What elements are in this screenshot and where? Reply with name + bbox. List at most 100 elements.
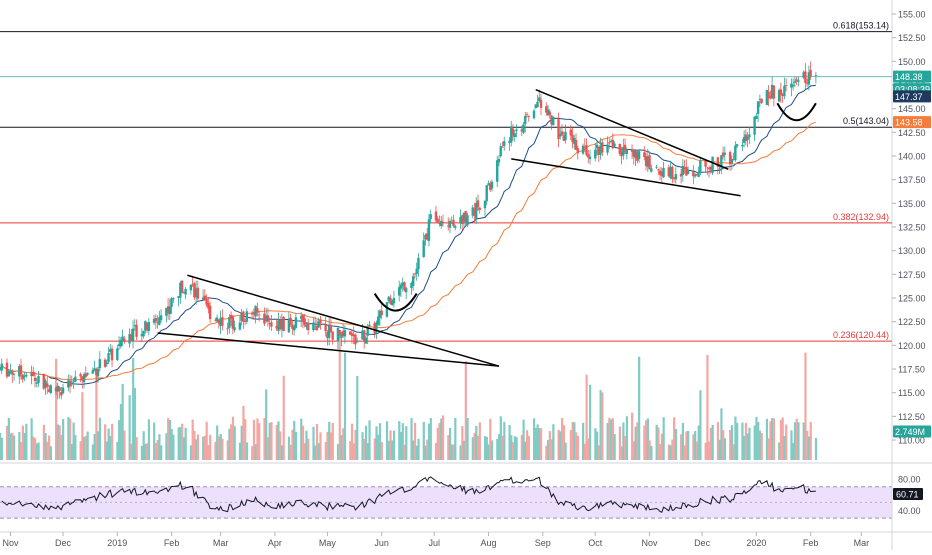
candle-body (429, 214, 432, 219)
volume-bar (30, 418, 33, 460)
pattern-trendline[interactable] (511, 158, 741, 197)
volume-bar (606, 423, 609, 460)
candle-body (208, 305, 212, 320)
candle-body (462, 212, 466, 222)
volume-bar (513, 436, 516, 460)
candle-body (245, 311, 249, 322)
candle-body (564, 131, 567, 141)
candle-body (368, 324, 371, 327)
volume-bar (58, 425, 61, 460)
volume-bar (422, 421, 425, 460)
volume-bar (179, 427, 182, 460)
volume-bar (790, 430, 793, 460)
volume-bar (417, 438, 420, 460)
candle-body (229, 314, 233, 319)
volume-bar (67, 416, 70, 460)
candle-body (448, 220, 452, 228)
candle-body (760, 98, 763, 104)
candle-body (240, 312, 243, 321)
volume-bar (165, 433, 168, 460)
volume-bar (385, 421, 389, 460)
candle-body (72, 381, 75, 383)
candle-body (709, 167, 713, 171)
candle-body (7, 370, 10, 377)
candle-body (294, 317, 298, 328)
volume-bar (119, 404, 123, 460)
volume-bar (596, 431, 599, 460)
pattern-trendline[interactable] (157, 332, 500, 367)
rsi-badge-label: 60.71 (896, 490, 919, 500)
volume-bar (368, 420, 371, 460)
volume-bar (300, 418, 303, 460)
volume-bar (331, 422, 334, 460)
candle-body (576, 148, 579, 154)
candle-body (331, 331, 334, 340)
candle-body (597, 146, 600, 155)
volume-bar (363, 438, 366, 460)
candle-body (620, 151, 623, 157)
volume-bar (806, 430, 809, 460)
time-tick-label: Apr (268, 538, 282, 548)
candle-body (32, 371, 35, 377)
candle-body (636, 151, 639, 161)
volume-bar (387, 440, 390, 460)
candle-body (489, 183, 492, 190)
candle-body (496, 160, 499, 182)
candle-body (98, 359, 101, 369)
volume-bar (121, 384, 124, 460)
volume-bar (643, 425, 646, 460)
cup-pattern-arc[interactable] (776, 102, 817, 122)
volume-bar (156, 440, 159, 460)
volume-bar (772, 418, 776, 460)
volume-bar (695, 441, 699, 460)
candle-body (669, 166, 672, 179)
candle-body (214, 319, 217, 321)
candle-body (781, 94, 784, 96)
volume-bar (720, 408, 723, 460)
volume-bar (646, 418, 650, 460)
volume-bar (111, 423, 114, 460)
candle-body (424, 234, 427, 240)
cup-pattern-arc[interactable] (373, 293, 418, 312)
volume-bar (401, 423, 404, 460)
volume-bar (673, 417, 676, 460)
volume-bar (182, 437, 186, 460)
time-tick-label: Sep (535, 538, 551, 548)
volume-bar (62, 419, 65, 460)
volume-bar (434, 442, 438, 460)
candle-body (79, 373, 82, 377)
price-tick-label: 122.50 (898, 317, 926, 327)
pattern-trendline[interactable] (535, 89, 729, 170)
candle-body (35, 382, 38, 384)
candle-body (804, 71, 807, 83)
candle-body (417, 257, 420, 270)
volume-bar (48, 435, 51, 460)
candle-body (399, 284, 403, 289)
time-tick-label: Nov (2, 538, 19, 548)
volume-bar (56, 424, 59, 460)
pattern-trendline[interactable] (187, 274, 500, 367)
candle-body (243, 321, 247, 323)
candle-body (280, 319, 284, 330)
volume-bar (440, 418, 443, 460)
volume-bar (779, 419, 783, 460)
candle-body (662, 167, 665, 178)
candle-body (623, 144, 627, 152)
candle-body (524, 115, 527, 124)
price-badge (893, 425, 931, 438)
candle-body (569, 129, 572, 136)
candle-body (573, 138, 576, 144)
candle-body (177, 296, 180, 299)
volume-bar (144, 443, 147, 460)
volume-bar (0, 432, 2, 460)
candle-body (476, 200, 480, 208)
candle-body (545, 106, 548, 113)
candle-body (814, 75, 818, 77)
candle-body (46, 383, 49, 387)
volume-bar (610, 419, 613, 460)
candle-body (238, 322, 242, 330)
fib-level-label: 0.618(153.14) (833, 21, 889, 31)
volume-bar (42, 424, 45, 460)
